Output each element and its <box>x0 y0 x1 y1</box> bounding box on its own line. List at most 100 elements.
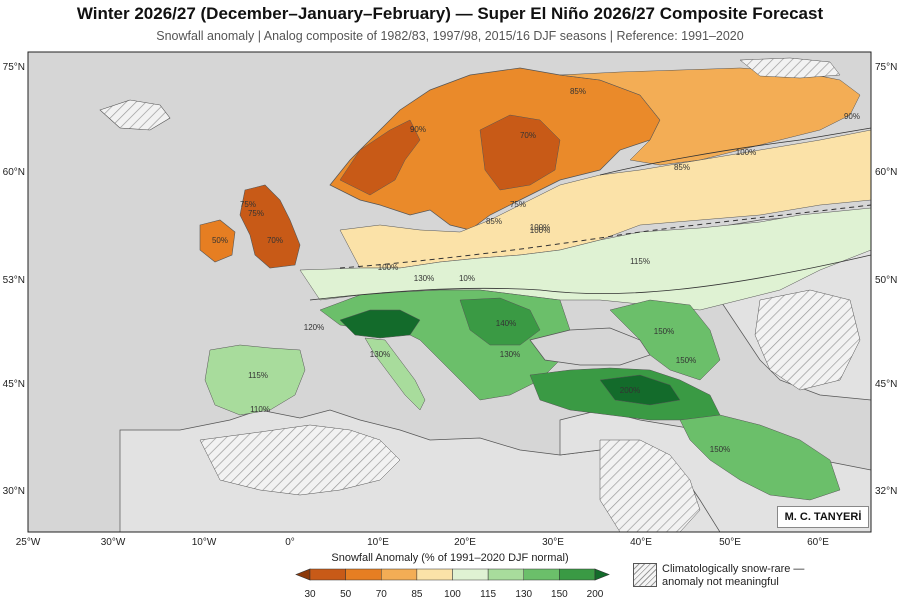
contour-label: 115% <box>630 257 650 266</box>
lat-label-left: 75°N <box>3 62 25 73</box>
alps-darkgreen <box>339 309 421 339</box>
contour-label: 50% <box>212 236 228 245</box>
lat-label-left: 60°N <box>3 167 25 178</box>
colorbar-segment <box>523 568 560 581</box>
latitude-labels-right: 75°N 60°N 50°N 45°N 32°N <box>875 62 897 497</box>
contour-85 <box>599 127 871 176</box>
contour-label: 100% <box>530 226 550 235</box>
caucasus-green <box>609 299 721 381</box>
colorbar-tick-label: 200 <box>587 589 604 600</box>
maghreb-hatched <box>199 424 401 496</box>
colorbar-tick-label: 115 <box>480 589 496 600</box>
colorbar-title: Snowfall Anomaly (% of 1991–2020 DJF nor… <box>331 552 569 564</box>
colorbar-segment <box>487 568 524 581</box>
contour-label: 75% <box>240 200 256 209</box>
italy-green <box>364 337 426 411</box>
hatch-legend-swatch <box>633 563 657 587</box>
contour-label: 200% <box>620 386 640 395</box>
lat-label-left: 53°N <box>3 275 25 286</box>
contour-115 <box>309 254 871 301</box>
contour-label: 130% <box>414 274 434 283</box>
map-body <box>28 52 871 532</box>
lon-label: 10°W <box>192 537 217 548</box>
iberia-green <box>204 344 306 416</box>
lat-label-right: 50°N <box>875 275 897 286</box>
contour-label: 85% <box>486 217 502 226</box>
contour-label: 90% <box>844 112 860 121</box>
contour-label: 100% <box>530 223 550 232</box>
finland-region <box>479 114 561 191</box>
lat-label-right: 45°N <box>875 379 897 390</box>
contour-label: 115% <box>248 371 268 380</box>
contour-label: 110% <box>250 405 270 414</box>
lat-label-left: 45°N <box>3 379 25 390</box>
contour-100 <box>339 204 871 269</box>
colorbar-min-arrow <box>295 568 311 581</box>
colorbar-segment <box>452 568 489 581</box>
russia-hatched <box>754 289 861 391</box>
latitude-labels-left: 75°N 60°N 53°N 45°N 30°N <box>3 62 25 497</box>
lon-label: 20°E <box>454 537 476 548</box>
contour-label: 120% <box>304 323 324 332</box>
contour-label: 150% <box>676 356 696 365</box>
colorbar-tick-label: 50 <box>340 589 352 600</box>
contour-label: 140% <box>496 319 516 328</box>
lon-label: 10°E <box>367 537 389 548</box>
colorbar-tick-label: 85 <box>411 589 423 600</box>
colorbar-max-arrow <box>594 568 610 581</box>
lon-label: 30°E <box>542 537 564 548</box>
contour-label: 90% <box>410 125 426 134</box>
scandinavia-dark <box>339 119 421 196</box>
colorbar-segment <box>345 568 382 581</box>
colorbar-tick-label: 70 <box>376 589 388 600</box>
levant-hatched <box>599 439 701 532</box>
author-credit: M. C. TANYERİ <box>777 506 869 528</box>
lat-label-right: 60°N <box>875 167 897 178</box>
ireland-region <box>199 219 236 263</box>
hatch-legend-note: Climatologically snow-rare — anomaly not… <box>662 563 837 589</box>
turkey-dark <box>599 374 681 406</box>
lat-label-left: 30°N <box>3 486 25 497</box>
arctic-hatched <box>739 57 841 79</box>
contour-label: 75% <box>248 209 264 218</box>
lon-label: 0° <box>285 537 295 548</box>
lon-label: 60°E <box>807 537 829 548</box>
contour-label: 85% <box>674 163 690 172</box>
contour-label: 150% <box>654 327 674 336</box>
colorbar-segment <box>309 568 346 581</box>
contour-label: 85% <box>570 87 586 96</box>
chart-subtitle: Snowfall anomaly | Analog composite of 1… <box>156 29 744 43</box>
contour-label: 100% <box>378 263 398 272</box>
contour-label: 100% <box>736 148 756 157</box>
lon-label: 50°E <box>719 537 741 548</box>
chart-title: Winter 2026/27 (December–January–Februar… <box>76 4 824 23</box>
contour-label: 130% <box>500 350 520 359</box>
contour-label: 130% <box>370 350 390 359</box>
britain-region <box>239 184 301 269</box>
colorbar-ticks: 30 50 70 85 100 115 130 150 200 <box>304 589 603 600</box>
iceland-hatched <box>99 99 171 131</box>
longitude-labels: 25°W 30°W 10°W 0° 10°E 20°E 30°E 40°E 50°E 60°E <box>16 537 830 548</box>
lon-label: 25°W <box>16 537 41 548</box>
lon-label: 30°W <box>101 537 126 548</box>
lat-label-right: 75°N <box>875 62 897 73</box>
colorbar-tick-label: 100 <box>444 589 461 600</box>
contour-labels: 85%90%70%75%75%85%100%100%90%100%85%50% 7… <box>212 87 860 454</box>
iran-green <box>679 414 841 501</box>
lat-label-right: 32°N <box>875 486 897 497</box>
north-russia-light <box>559 67 861 166</box>
colorbar <box>295 568 610 581</box>
contour-label: 75% <box>510 200 526 209</box>
contour-label: 10% <box>459 274 475 283</box>
colorbar-segment <box>559 568 596 581</box>
contour-label: 70% <box>267 236 283 245</box>
contour-label: 70% <box>520 131 536 140</box>
colorbar-tick-label: 130 <box>515 589 532 600</box>
colorbar-segment <box>416 568 453 581</box>
colorbar-tick-label: 30 <box>304 589 316 600</box>
hatch-legend-text: Climatologically snow-rare — anomaly not… <box>662 563 805 588</box>
colorbar-tick-label: 150 <box>551 589 568 600</box>
carpathian-green <box>459 297 541 346</box>
contour-label: 150% <box>710 445 730 454</box>
